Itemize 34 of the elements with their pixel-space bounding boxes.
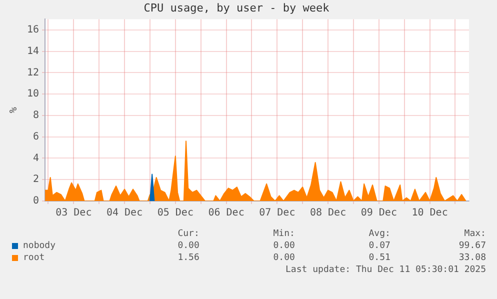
y-tick-label: 4 bbox=[33, 152, 40, 164]
x-tick-label: 09 Dec bbox=[360, 208, 397, 219]
y-axis-title: % bbox=[8, 107, 20, 114]
text: 0.51 bbox=[368, 252, 390, 264]
text: Min: bbox=[272, 228, 295, 240]
x-tick-label: 06 Dec bbox=[208, 208, 244, 219]
x-tick-label: 04 Dec bbox=[106, 208, 143, 219]
y-tick-label: 10 bbox=[26, 88, 40, 100]
x-tick-label: 03 Dec bbox=[56, 208, 92, 219]
x-tick-label: 07 Dec bbox=[259, 208, 296, 219]
legend-label: root bbox=[23, 252, 45, 264]
text: 33.08 bbox=[458, 252, 486, 264]
text: 0.00 bbox=[272, 240, 295, 252]
y-tick-label: 16 bbox=[26, 24, 40, 36]
text: 0.00 bbox=[272, 252, 295, 264]
y-tick-label: 14 bbox=[26, 46, 40, 57]
text: Avg: bbox=[368, 228, 390, 240]
text: 0.00 bbox=[176, 240, 200, 252]
y-tick-label: 12 bbox=[26, 67, 40, 78]
text: Cur: bbox=[176, 228, 200, 240]
text: 0.07 bbox=[368, 240, 390, 252]
chart-title: CPU usage, by user - by week bbox=[144, 1, 330, 14]
y-tick-label: 2 bbox=[33, 174, 40, 186]
x-tick-label: 05 Dec bbox=[157, 208, 194, 219]
legend-label: nobody bbox=[23, 240, 56, 252]
y-tick-label: 8 bbox=[33, 110, 40, 122]
text: Last update: Thu Dec 11 05:30:01 2025 bbox=[284, 264, 486, 276]
text: Max: bbox=[463, 228, 486, 240]
text: 1.56 bbox=[176, 252, 200, 264]
text: 99.67 bbox=[458, 240, 486, 252]
y-tick-label: 0 bbox=[33, 196, 40, 207]
y-tick-label: 6 bbox=[33, 131, 40, 142]
x-tick-label: 10 Dec bbox=[412, 208, 448, 219]
x-tick-label: 08 Dec bbox=[310, 208, 346, 219]
